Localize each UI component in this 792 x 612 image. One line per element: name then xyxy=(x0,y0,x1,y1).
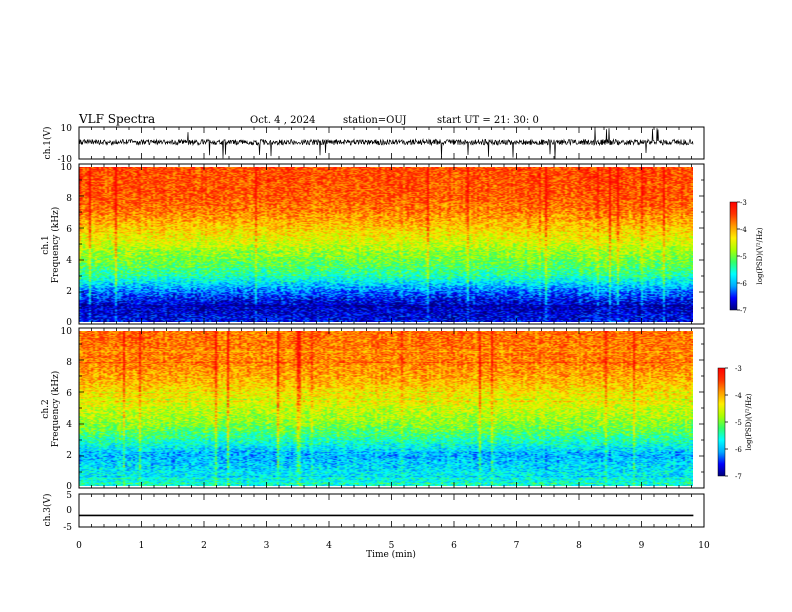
ch1-ytick-10: 10 xyxy=(61,163,73,173)
ch1-cb-tick-m7: -7 xyxy=(740,307,747,315)
time-axis-tick-label: 0 xyxy=(76,541,82,551)
ch2-spectrogram-panel: 0 2 4 6 8 10 ch.2 Frequency (kHz) xyxy=(41,327,705,492)
ch2-spectrogram-ticks xyxy=(78,327,705,489)
ch3-ytick-top: 5 xyxy=(66,491,72,501)
ch1-waveform-ticks xyxy=(78,127,705,159)
time-axis-tick-label: 2 xyxy=(201,541,207,551)
ch1-ytick-6: 6 xyxy=(66,225,72,235)
time-axis-tick-label: 8 xyxy=(576,541,582,551)
header-station: station=OUJ xyxy=(343,115,407,126)
ch2-spectrogram-ytick-labels: 0 2 4 6 8 10 xyxy=(61,327,73,492)
header-start-time: start UT = 21: 30: 0 xyxy=(437,115,539,126)
time-axis-tick-label: 3 xyxy=(264,541,270,551)
ch2-spectrogram-ylabel: Frequency (kHz) xyxy=(50,371,61,448)
ch1-ytick-4: 4 xyxy=(66,256,72,266)
ch2-ytick-2: 2 xyxy=(66,451,72,461)
ch1-cb-tick-m6: -6 xyxy=(740,280,747,288)
ch1-spectrogram-ytick-labels: 0 2 4 6 8 10 xyxy=(61,163,73,328)
ch1-colorbar-label: log(PSD)(V²/Hz) xyxy=(756,227,764,284)
time-axis-tick-labels: 0 1 2 3 4 5 6 7 8 9 10 xyxy=(76,541,710,551)
ch3-waveform-ylabel: ch.3(V) xyxy=(42,494,53,527)
time-axis-tick-label: 6 xyxy=(451,541,457,551)
ch2-ytick-4: 4 xyxy=(66,420,72,430)
ch1-waveform-ylabel: ch.1(V) xyxy=(42,127,53,160)
figure-title: VLF Spectra xyxy=(78,112,155,126)
header-date: Oct. 4 , 2024 xyxy=(250,115,316,126)
ch1-spectrogram-channel-label: ch.1 xyxy=(41,235,51,254)
ch2-ytick-0: 0 xyxy=(66,482,72,492)
ch2-cb-tick-m7: -7 xyxy=(735,473,742,481)
time-axis-label: Time (min) xyxy=(366,549,416,560)
time-axis-tick-label: 10 xyxy=(698,541,710,551)
ch1-spectrogram-ylabel: Frequency (kHz) xyxy=(50,207,61,284)
ch3-ytick-bottom: -5 xyxy=(63,523,72,533)
ch1-ytick-2: 2 xyxy=(66,287,72,297)
ch2-cb-tick-m3: -3 xyxy=(735,365,742,373)
ch1-spectrogram-panel: 0 2 4 6 8 10 ch.1 Frequency (kHz) xyxy=(41,163,705,328)
ch2-ytick-8: 8 xyxy=(66,358,72,368)
ch3-ytick-mid: 0 xyxy=(66,506,72,516)
ch2-spectrogram-image xyxy=(79,331,693,486)
ch2-spectrogram-channel-label: ch.2 xyxy=(41,399,51,418)
ch2-colorbar-label: log(PSD)(V²/Hz) xyxy=(745,393,753,450)
time-axis-tick-label: 4 xyxy=(326,541,332,551)
ch1-cb-tick-m5: -5 xyxy=(740,253,747,261)
ch1-colorbar: -3 -4 -5 -6 -7 log(PSD)(V²/Hz) xyxy=(729,199,764,315)
ch1-spectrogram-ticks xyxy=(78,163,705,325)
ch3-waveform-panel: 5 0 -5 ch.3(V) xyxy=(42,491,705,533)
ch1-colorbar-ticks xyxy=(737,201,740,311)
time-axis-tick-label: 7 xyxy=(514,541,520,551)
ch2-cb-tick-m4: -4 xyxy=(735,392,742,400)
ch1-cb-tick-m3: -3 xyxy=(740,199,747,207)
ch2-cb-tick-m5: -5 xyxy=(735,419,742,427)
ch1-cb-tick-m4: -4 xyxy=(740,226,747,234)
time-axis: 0 1 2 3 4 5 6 7 8 9 10 Time (min) xyxy=(76,541,710,560)
time-axis-tick-label: 5 xyxy=(389,541,395,551)
ch1-ytick-8: 8 xyxy=(66,194,72,204)
ch2-colorbar-ticks xyxy=(725,367,728,477)
ch2-ytick-10: 10 xyxy=(61,327,73,337)
ch1-ytick-0: 0 xyxy=(66,318,72,328)
ch1-spectrogram-image xyxy=(79,167,693,322)
ch1-colorbar-bar xyxy=(729,201,738,311)
ch1-waveform-panel: 10 -10 ch.1(V) xyxy=(42,124,705,165)
time-axis-tick-label: 1 xyxy=(139,541,145,551)
ch2-colorbar-bar xyxy=(717,367,726,477)
time-axis-tick-label: 9 xyxy=(639,541,645,551)
ch2-colorbar: -3 -4 -5 -6 -7 log(PSD)(V²/Hz) xyxy=(717,365,753,481)
ch1-waveform-trace xyxy=(78,127,694,159)
ch1-ytick-top: 10 xyxy=(61,124,73,134)
ch2-cb-tick-m6: -6 xyxy=(735,446,742,454)
ch1-ytick-bottom: -10 xyxy=(58,155,73,165)
ch2-ytick-6: 6 xyxy=(66,389,72,399)
ch3-waveform-ticks xyxy=(78,494,705,527)
